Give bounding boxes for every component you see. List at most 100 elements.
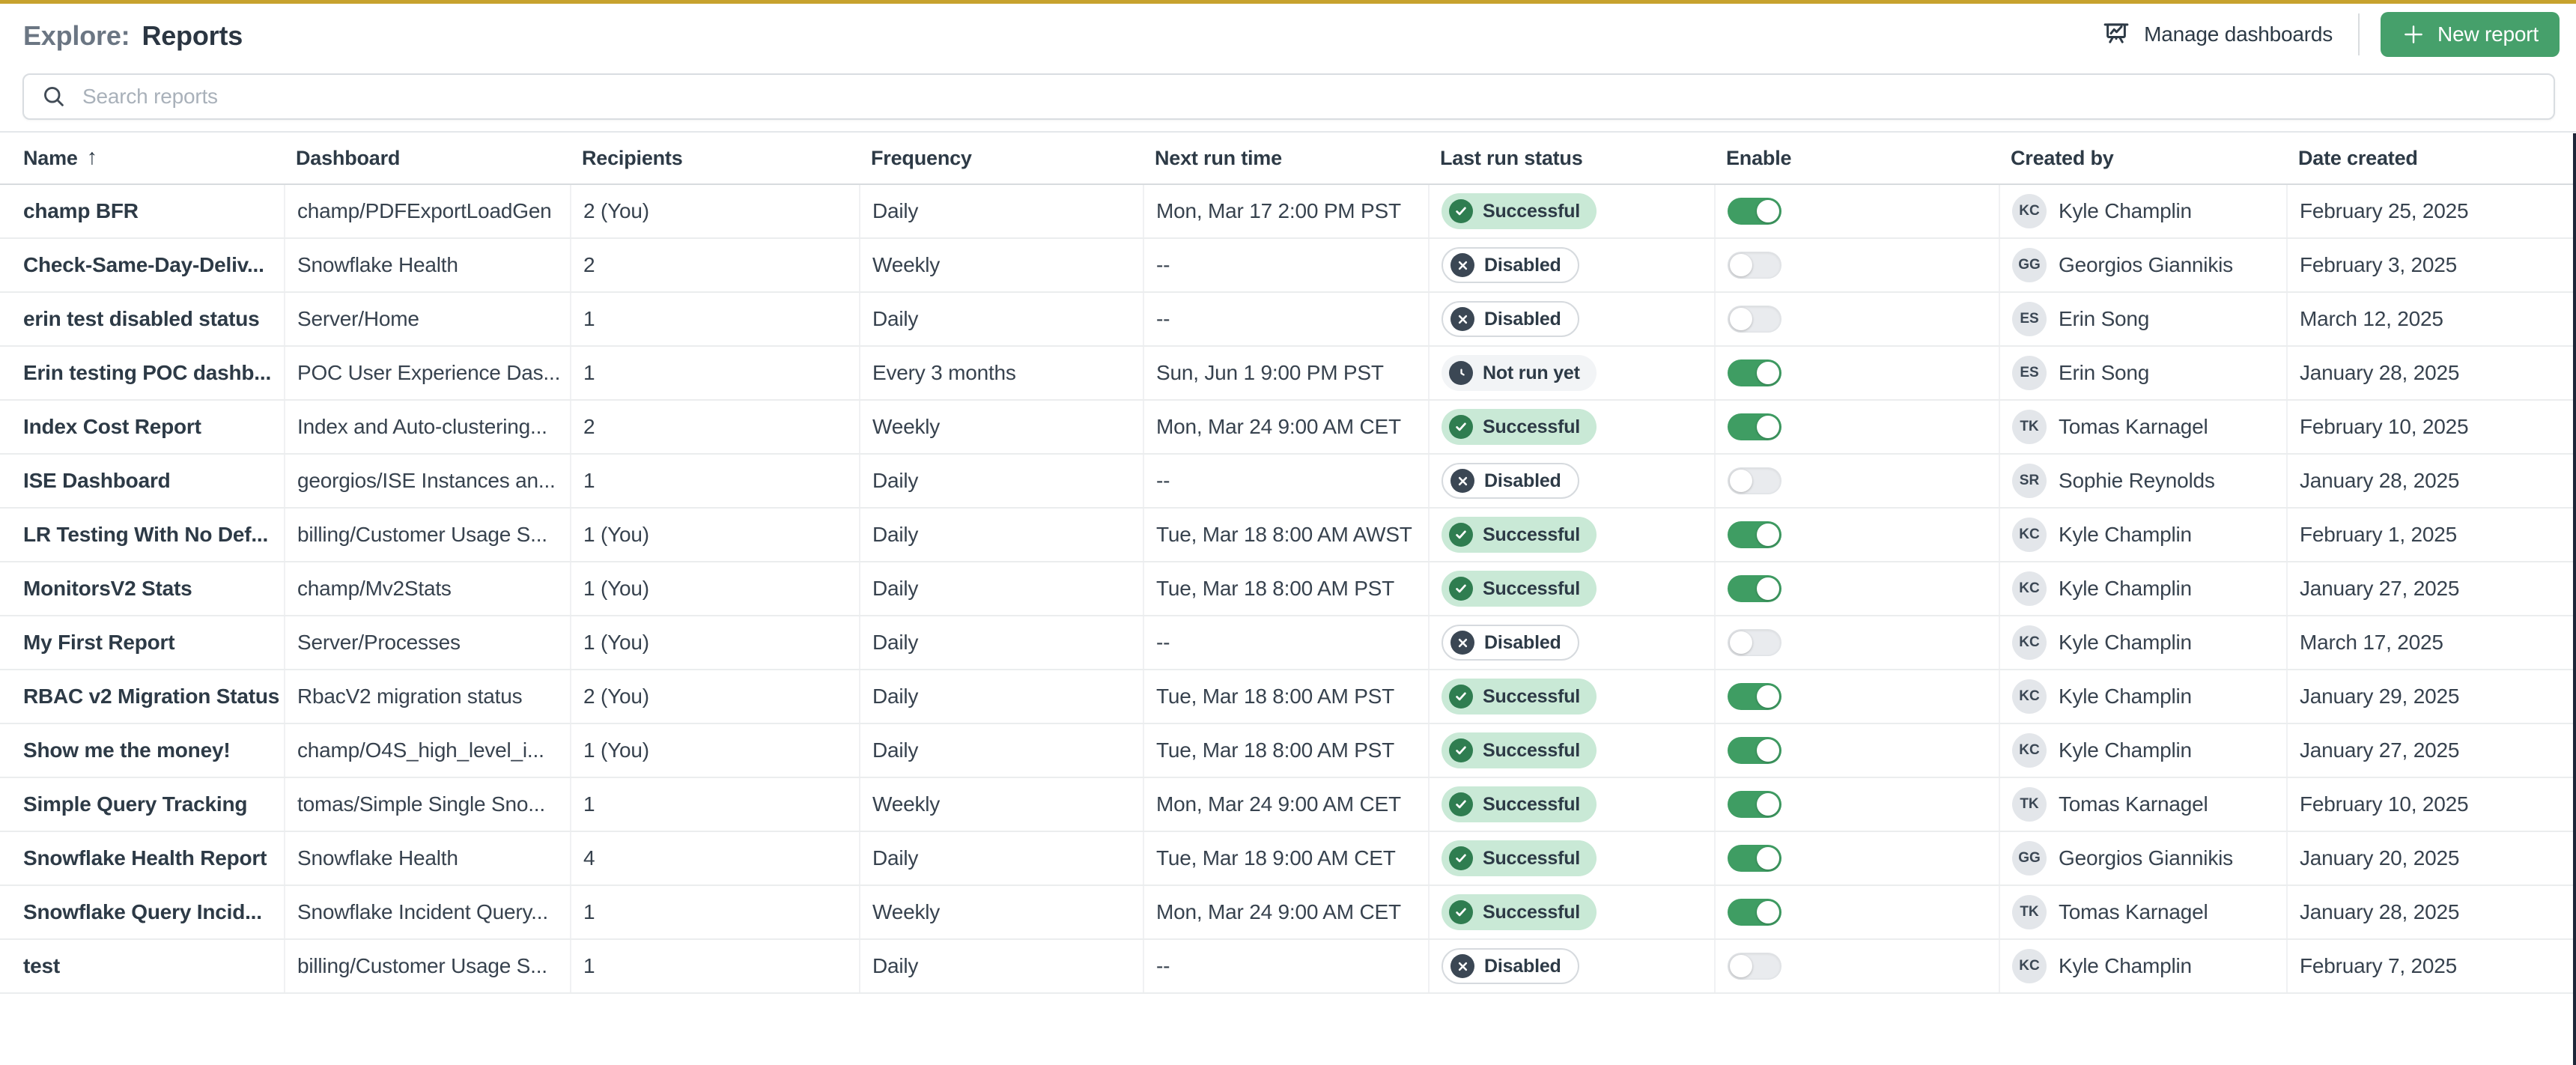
avatar: SR	[2012, 464, 2047, 498]
table-row[interactable]: ISE Dashboard georgios/ISE Instances an..…	[0, 455, 2576, 509]
table-row[interactable]: test billing/Customer Usage S... 1 Daily -- D…	[0, 940, 2576, 994]
cell-enable	[1714, 293, 1999, 345]
x-circle-icon	[1450, 253, 1474, 277]
enable-toggle[interactable]	[1728, 198, 1781, 225]
avatar: KC	[2012, 949, 2047, 983]
enable-toggle[interactable]	[1728, 359, 1781, 386]
cell-dashboard: Snowflake Health	[284, 239, 570, 291]
cell-frequency: Weekly	[859, 778, 1143, 831]
enable-toggle[interactable]	[1728, 467, 1781, 494]
cell-name: Snowflake Query Incid...	[23, 900, 262, 923]
toggle-knob	[1757, 847, 1779, 870]
enable-toggle[interactable]	[1728, 791, 1781, 818]
cell-frequency: Weekly	[859, 886, 1143, 938]
cell-created-by: TK Tomas Karnagel	[1999, 886, 2286, 938]
status-badge: Disabled	[1442, 625, 1579, 661]
column-header-name[interactable]: Name ↑	[23, 145, 98, 169]
status-badge: Successful	[1442, 409, 1597, 445]
toggle-knob	[1757, 577, 1779, 600]
cell-next-run-time: --	[1143, 455, 1428, 507]
enable-toggle[interactable]	[1728, 629, 1781, 656]
cell-next-run-time: Mon, Mar 24 9:00 AM CET	[1143, 401, 1428, 453]
cell-next-run-time: Tue, Mar 18 9:00 AM CET	[1143, 832, 1428, 885]
table-row[interactable]: Index Cost Report Index and Auto-clusteri…	[0, 401, 2576, 455]
toggle-knob	[1730, 470, 1752, 492]
content-divider	[0, 131, 2576, 133]
cell-next-run-time: Tue, Mar 18 8:00 AM PST	[1143, 670, 1428, 723]
cell-name: test	[23, 954, 60, 977]
status-badge: Disabled	[1442, 301, 1579, 337]
avatar: KC	[2012, 571, 2047, 606]
enable-toggle[interactable]	[1728, 953, 1781, 980]
column-header-dashboard[interactable]: Dashboard	[296, 146, 401, 169]
cell-frequency: Daily	[859, 616, 1143, 669]
cell-frequency: Daily	[859, 509, 1143, 561]
column-header-created-by[interactable]: Created by	[2011, 146, 2114, 169]
table-row[interactable]: Check-Same-Day-Deliv... Snowflake Health 2…	[0, 239, 2576, 293]
enable-toggle[interactable]	[1728, 252, 1781, 279]
cell-enable	[1714, 562, 1999, 615]
search-bar[interactable]	[22, 73, 2555, 120]
column-header-last-run-status[interactable]: Last run status	[1440, 146, 1583, 169]
cell-next-run-time: Tue, Mar 18 8:00 AM AWST	[1143, 509, 1428, 561]
table-row[interactable]: MonitorsV2 Stats champ/Mv2Stats 1 (You) Dai…	[0, 562, 2576, 616]
cell-dashboard: champ/PDFExportLoadGen	[284, 185, 570, 237]
cell-dashboard: georgios/ISE Instances an...	[284, 455, 570, 507]
sort-ascending-icon: ↑	[86, 145, 98, 169]
enable-toggle[interactable]	[1728, 306, 1781, 333]
search-input[interactable]	[81, 84, 2537, 109]
avatar: ES	[2012, 356, 2047, 390]
enable-toggle[interactable]	[1728, 899, 1781, 926]
column-header-frequency[interactable]: Frequency	[871, 146, 972, 169]
cell-created-by: KC Kyle Champlin	[1999, 185, 2286, 237]
cell-recipients: 2 (You)	[570, 670, 859, 723]
status-badge: Disabled	[1442, 948, 1579, 984]
cell-date-created: March 12, 2025	[2286, 293, 2576, 345]
column-header-next-run-time[interactable]: Next run time	[1155, 146, 1282, 169]
cell-created-by: SR Sophie Reynolds	[1999, 455, 2286, 507]
cell-enable	[1714, 455, 1999, 507]
table-row[interactable]: Erin testing POC dashb... POC User Experi…	[0, 347, 2576, 401]
cell-enable	[1714, 940, 1999, 992]
table-row[interactable]: Snowflake Health Report Snowflake Health 4…	[0, 832, 2576, 886]
enable-toggle[interactable]	[1728, 413, 1781, 440]
cell-date-created: February 10, 2025	[2286, 778, 2576, 831]
cell-last-run-status: Successful	[1428, 509, 1714, 561]
cell-enable	[1714, 886, 1999, 938]
cell-date-created: February 10, 2025	[2286, 401, 2576, 453]
cell-frequency: Daily	[859, 185, 1143, 237]
column-header-enable[interactable]: Enable	[1726, 146, 1792, 169]
enable-toggle[interactable]	[1728, 737, 1781, 764]
cell-created-by: ES Erin Song	[1999, 293, 2286, 345]
table-row[interactable]: erin test disabled status Server/Home 1 Dai…	[0, 293, 2576, 347]
toggle-knob	[1730, 254, 1752, 276]
cell-recipients: 2 (You)	[570, 185, 859, 237]
enable-toggle[interactable]	[1728, 575, 1781, 602]
cell-created-by: KC Kyle Champlin	[1999, 562, 2286, 615]
enable-toggle[interactable]	[1728, 521, 1781, 548]
cell-recipients: 1 (You)	[570, 616, 859, 669]
table-row[interactable]: Simple Query Tracking tomas/Simple Single…	[0, 778, 2576, 832]
cell-name: erin test disabled status	[23, 307, 260, 330]
cell-dashboard: billing/Customer Usage S...	[284, 940, 570, 992]
cell-enable	[1714, 185, 1999, 237]
column-header-date-created[interactable]: Date created	[2298, 146, 2418, 169]
table-row[interactable]: Snowflake Query Incid... Snowflake Incide…	[0, 886, 2576, 940]
table-row[interactable]: LR Testing With No Def... billing/Custome…	[0, 509, 2576, 562]
toggle-knob	[1730, 308, 1752, 330]
cell-frequency: Daily	[859, 724, 1143, 777]
cell-date-created: January 27, 2025	[2286, 562, 2576, 615]
toggle-knob	[1757, 524, 1779, 546]
enable-toggle[interactable]	[1728, 683, 1781, 710]
table-row[interactable]: Show me the money! champ/O4S_high_level_i…	[0, 724, 2576, 778]
cell-date-created: January 29, 2025	[2286, 670, 2576, 723]
table-row[interactable]: My First Report Server/Processes 1 (You) Da…	[0, 616, 2576, 670]
table-row[interactable]: champ BFR champ/PDFExportLoadGen 2 (You) Da…	[0, 185, 2576, 239]
manage-dashboards-button[interactable]: Manage dashboards	[2096, 18, 2337, 51]
cell-created-by: KC Kyle Champlin	[1999, 670, 2286, 723]
cell-enable	[1714, 832, 1999, 885]
enable-toggle[interactable]	[1728, 845, 1781, 872]
new-report-button[interactable]: New report	[2381, 12, 2560, 57]
column-header-recipients[interactable]: Recipients	[582, 146, 683, 169]
table-row[interactable]: RBAC v2 Migration Status RbacV2 migration…	[0, 670, 2576, 724]
